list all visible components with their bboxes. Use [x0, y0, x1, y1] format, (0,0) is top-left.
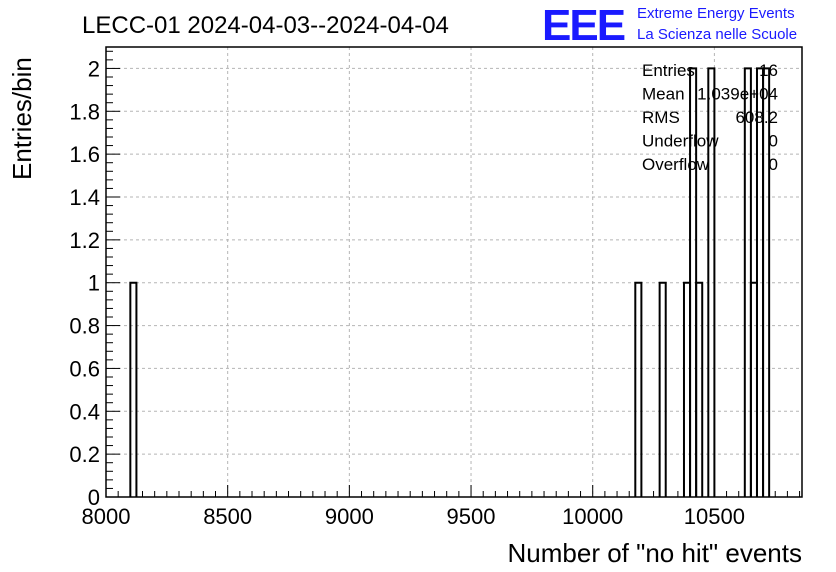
histogram-bin: [129, 281, 138, 497]
stats-value: 1.039e+04: [697, 85, 778, 104]
x-axis-title: Number of "no hit" events: [508, 538, 803, 568]
histogram-bars: [129, 67, 771, 497]
x-tick-label: 9000: [325, 504, 374, 529]
x-axis-ticks: 8000 8500 9000 9500 10000 10500: [82, 485, 801, 529]
x-tick-label: 10000: [562, 504, 623, 529]
chart-title: LECC-01 2024-04-03--2024-04-04: [82, 12, 449, 39]
stats-label: Underflow: [642, 132, 719, 151]
logo-mark: EEE: [542, 1, 625, 50]
y-tick-label: 0: [88, 485, 100, 510]
x-tick-label: 10500: [684, 504, 745, 529]
y-tick-label: 0.4: [69, 399, 100, 424]
plot-frame: [105, 46, 803, 498]
stats-value: 0: [769, 155, 778, 174]
logo-line-1: Extreme Energy Events: [637, 5, 795, 22]
y-tick-label: 1.2: [69, 228, 100, 253]
eee-logo: EEE Extreme Energy Events La Scienza nel…: [542, 1, 797, 50]
grid-lines: [106, 47, 802, 497]
y-tick-label: 1: [88, 271, 100, 296]
y-tick-label: 1.4: [69, 185, 100, 210]
y-tick-label: 1.6: [69, 142, 100, 167]
x-tick-label: 9500: [447, 504, 496, 529]
logo-line-2: La Scienza nelle Scuole: [637, 26, 797, 43]
stats-label: Mean: [642, 85, 685, 104]
y-tick-label: 0.2: [69, 442, 100, 467]
y-tick-label: 2: [88, 56, 100, 81]
stats-label: Overflow: [642, 155, 710, 174]
y-tick-label: 0.6: [69, 356, 100, 381]
histogram-bin: [695, 281, 704, 497]
stats-box: Entries 16 Mean 1.039e+04 RMS 608.2 Underflow 0…: [642, 61, 778, 174]
histogram-bin: [707, 67, 716, 497]
stats-label: RMS: [642, 108, 680, 127]
x-tick-label: 8000: [82, 504, 131, 529]
stats-value: 608.2: [735, 108, 778, 127]
x-tick-label: 8500: [203, 504, 252, 529]
histogram-bin: [658, 281, 667, 497]
stats-value: 16: [759, 61, 778, 80]
y-axis-title: Entries/bin: [7, 57, 37, 180]
histogram-bin: [634, 281, 643, 497]
stats-value: 0: [769, 132, 778, 151]
y-tick-label: 1.8: [69, 99, 100, 124]
y-tick-label: 0.8: [69, 314, 100, 339]
stats-label: Entries: [642, 61, 695, 80]
histogram-bin: [762, 67, 771, 497]
y-axis-ticks: 0 0.2 0.4 0.6 0.8 1 1.2 1.4 1.6 1.8 2: [69, 50, 120, 510]
